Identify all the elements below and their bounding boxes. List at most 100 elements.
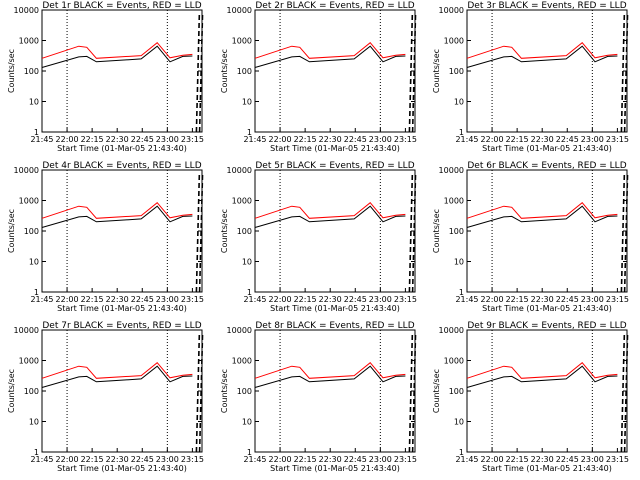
detector-panel-7: Det 7r BLACK = Events, RED = LLD 1 10 100 10…: [7, 321, 204, 473]
x-axis-label: Start Time (01-Mar-05 21:43:40): [482, 144, 612, 153]
detector-panel-6: Det 6r BLACK = Events, RED = LLD 1 10 100 10…: [432, 161, 629, 313]
saa-dashed-line: [195, 171, 201, 293]
x-tick-label: 21:45: [455, 295, 478, 304]
y-tick-label: 10000: [14, 166, 39, 175]
x-axis-label: Start Time (01-Mar-05 21:43:40): [270, 464, 400, 473]
saa-dashed-line: [620, 331, 626, 453]
x-axis-label: Start Time (01-Mar-05 21:43:40): [270, 144, 400, 153]
y-tick-label: 10: [29, 258, 39, 267]
saa-dashed-line: [408, 11, 414, 133]
detector-panel-3: Det 3r BLACK = Events, RED = LLD 1 10 100 10…: [432, 1, 629, 153]
y-tick-label: 1: [459, 128, 464, 137]
x-tick-label: 22:45: [344, 135, 367, 144]
x-tick-label: 23:00: [156, 135, 179, 144]
lld-series-line: [254, 362, 406, 379]
y-axis-label: Counts/sec: [220, 369, 229, 413]
y-tick-label: 100: [449, 387, 464, 396]
plot-frame: [41, 9, 203, 133]
y-tick-label: 1: [247, 288, 252, 297]
x-tick-label: 22:00: [481, 455, 504, 464]
x-tick-label: 21:45: [455, 455, 478, 464]
x-tick-label: 22:45: [131, 455, 154, 464]
events-series-line: [466, 365, 618, 388]
y-tick-label: 10000: [439, 326, 464, 335]
panel-title: Det 3r BLACK = Events, RED = LLD: [467, 1, 626, 11]
y-tick-label: 100: [237, 387, 252, 396]
y-tick-label: 1000: [19, 197, 39, 206]
events-series-line: [41, 45, 193, 68]
x-tick-label: 21:45: [243, 295, 266, 304]
y-tick-label: 10000: [439, 166, 464, 175]
y-tick-label: 1: [459, 288, 464, 297]
x-tick-label: 22:15: [506, 455, 529, 464]
y-axis-label: Counts/sec: [432, 209, 441, 253]
x-tick-label: 23:00: [369, 295, 392, 304]
plot-frame: [254, 169, 416, 293]
x-tick-label: 22:45: [131, 135, 154, 144]
x-axis-label: Start Time (01-Mar-05 21:43:40): [57, 464, 187, 473]
y-tick-label: 10000: [14, 326, 39, 335]
x-tick-label: 23:00: [581, 295, 604, 304]
saa-dashed-line: [620, 11, 626, 133]
plot-frame: [41, 329, 203, 453]
x-tick-label: 22:15: [81, 295, 104, 304]
x-tick-label: 22:45: [556, 455, 579, 464]
y-tick-label: 10: [242, 258, 252, 267]
x-tick-label: 22:45: [556, 135, 579, 144]
y-tick-label: 10000: [14, 6, 39, 15]
y-axis-label: Counts/sec: [220, 49, 229, 93]
detector-panel-1: Det 1r BLACK = Events, RED = LLD 1 10 100 10…: [7, 1, 204, 153]
y-tick-label: 10: [454, 418, 464, 427]
x-tick-label: 23:15: [181, 135, 204, 144]
x-tick-label: 23:00: [156, 295, 179, 304]
x-tick-label: 22:45: [344, 295, 367, 304]
x-tick-label: 23:00: [369, 455, 392, 464]
detector-panel-8: Det 8r BLACK = Events, RED = LLD 1 10 100 10…: [220, 321, 417, 473]
y-tick-label: 1: [34, 448, 39, 457]
y-tick-label: 100: [449, 227, 464, 236]
x-tick-label: 22:30: [319, 455, 342, 464]
x-tick-label: 22:15: [294, 455, 317, 464]
events-series-line: [254, 45, 406, 68]
x-tick-label: 23:00: [581, 455, 604, 464]
x-tick-label: 22:30: [319, 135, 342, 144]
x-tick-label: 22:15: [81, 455, 104, 464]
y-tick-label: 10000: [227, 6, 252, 15]
y-tick-label: 1: [34, 128, 39, 137]
x-axis-label: Start Time (01-Mar-05 21:43:40): [482, 304, 612, 313]
y-axis-label: Counts/sec: [220, 209, 229, 253]
saa-dashed-line: [623, 331, 629, 453]
y-tick-label: 1000: [444, 37, 464, 46]
x-tick-label: 22:30: [531, 295, 554, 304]
events-series-line: [41, 365, 193, 388]
x-tick-label: 22:30: [106, 135, 129, 144]
panel-title: Det 9r BLACK = Events, RED = LLD: [467, 321, 626, 331]
y-tick-label: 1: [247, 128, 252, 137]
lld-series-line: [466, 42, 618, 59]
saa-dashed-line: [411, 11, 417, 133]
events-series-line: [254, 205, 406, 228]
x-tick-label: 22:00: [481, 295, 504, 304]
lld-series-line: [41, 42, 193, 59]
panel-title: Det 4r BLACK = Events, RED = LLD: [42, 161, 201, 171]
plot-frame: [254, 9, 416, 133]
saa-dashed-line: [198, 331, 204, 453]
saa-dashed-line: [198, 171, 204, 293]
x-tick-label: 22:00: [56, 295, 79, 304]
x-tick-label: 23:15: [394, 455, 417, 464]
x-tick-label: 23:15: [606, 135, 629, 144]
y-tick-label: 1000: [19, 37, 39, 46]
x-tick-label: 22:15: [81, 135, 104, 144]
saa-dashed-line: [195, 331, 201, 453]
panel-title: Det 8r BLACK = Events, RED = LLD: [255, 321, 414, 331]
x-tick-label: 23:15: [394, 135, 417, 144]
lld-series-line: [466, 202, 618, 219]
x-tick-label: 22:45: [344, 455, 367, 464]
saa-dashed-line: [620, 171, 626, 293]
y-tick-label: 1: [34, 288, 39, 297]
x-tick-label: 23:00: [369, 135, 392, 144]
events-series-line: [254, 365, 406, 388]
x-tick-label: 22:15: [294, 135, 317, 144]
panel-title: Det 7r BLACK = Events, RED = LLD: [42, 321, 201, 331]
